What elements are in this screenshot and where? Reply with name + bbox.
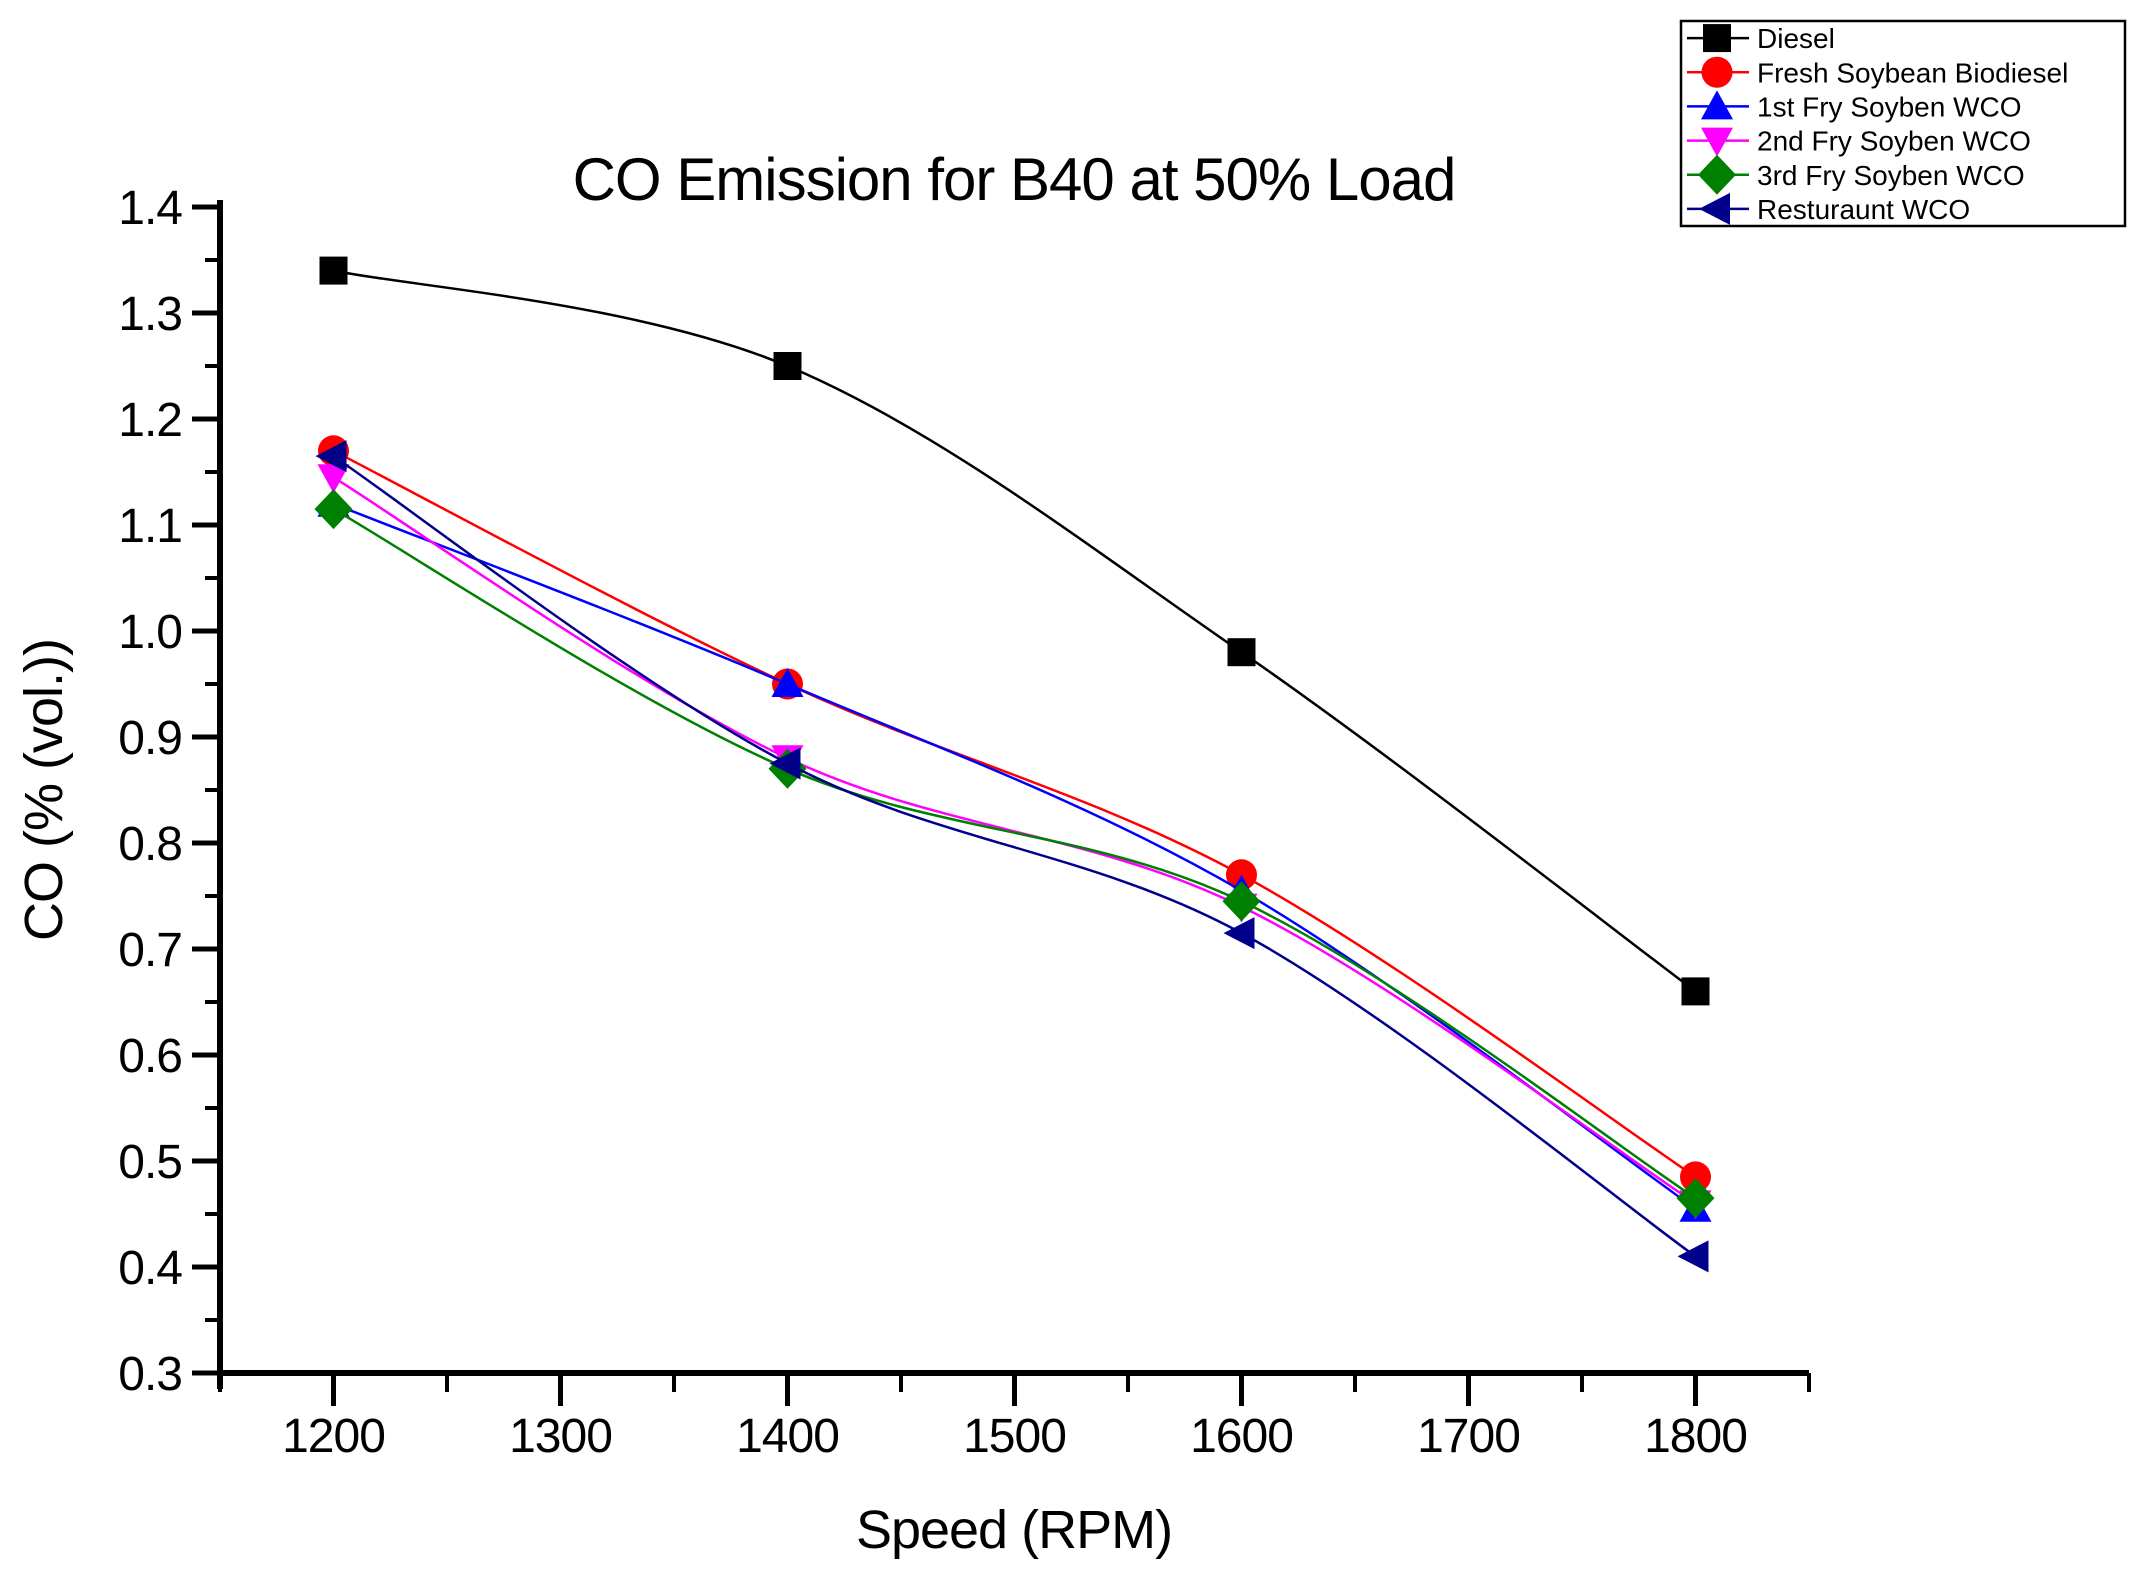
legend-item-2nd-fry-soyben-wco: 2nd Fry Soyben WCO [1687, 126, 2031, 157]
marker-3rd-fry-soyben-wco-1800 [1676, 1178, 1715, 1219]
marker-diesel-1200 [319, 256, 348, 285]
legend-item-3rd-fry-soyben-wco: 3rd Fry Soyben WCO [1687, 154, 2025, 195]
y-tick-label: 0.6 [118, 1030, 182, 1083]
series-line-resturaunt-wco [332, 455, 1697, 1258]
marker-resturaunt-wco-1200 [315, 440, 347, 473]
legend-item-fresh-soybean-biodiesel: Fresh Soybean Biodiesel [1687, 56, 2068, 88]
legend-marker-triangle-down [1701, 127, 1733, 157]
marker-resturaunt-wco-1800 [1677, 1240, 1709, 1273]
x-tick-label: 1500 [963, 1410, 1066, 1463]
y-tick-label: 0.5 [118, 1136, 182, 1189]
legend-marker-square [1703, 24, 1731, 53]
marker-diesel-1400 [773, 352, 802, 380]
y-tick-label: 1.2 [118, 394, 182, 447]
legend-label: 1st Fry Soyben WCO [1757, 91, 2022, 122]
marker-diesel-1800 [1681, 977, 1710, 1006]
marker-fresh-soybean-biodiesel-1800 [1680, 1161, 1711, 1193]
series-line-diesel [333, 269, 1697, 993]
series-line-2nd-fry-soyben-wco [332, 476, 1697, 1205]
series-line-1st-fry-soyben-wco [333, 502, 1697, 1210]
x-axis-title: Speed (RPM) [856, 1500, 1172, 1560]
y-tick-label: 1.4 [118, 182, 182, 235]
y-axis-title: CO (% (vol.)) [14, 639, 74, 941]
legend-marker-diamond [1698, 154, 1736, 195]
y-tick-label: 0.8 [118, 818, 182, 871]
series-line-fresh-soybean-biodiesel [332, 449, 1697, 1178]
y-tick-label: 1.3 [118, 288, 182, 341]
legend-marker-triangle-up [1701, 90, 1733, 120]
legend-label: Fresh Soybean Biodiesel [1757, 57, 2068, 88]
x-tick-label: 1700 [1417, 1410, 1520, 1463]
y-tick-label: 0.4 [118, 1242, 182, 1295]
y-tick-label: 0.3 [118, 1348, 182, 1401]
legend-marker-circle [1701, 56, 1733, 88]
legend-box [1679, 19, 2127, 228]
y-tick-label: 0.7 [118, 924, 182, 977]
legend-item-resturaunt-wco: Resturaunt WCO [1687, 192, 1970, 225]
x-tick-label: 1400 [736, 1410, 839, 1463]
marker-resturaunt-wco-1600 [1223, 917, 1255, 950]
legend-label: 2nd Fry Soyben WCO [1757, 126, 2031, 157]
legend-label: Diesel [1757, 23, 1835, 54]
x-tick-label: 1800 [1644, 1410, 1747, 1463]
series-line-3rd-fry-soyben-wco [332, 508, 1697, 1200]
marker-resturaunt-wco-1400 [769, 747, 801, 780]
legend-item-1st-fry-soyben-wco: 1st Fry Soyben WCO [1687, 90, 2022, 122]
marker-1st-fry-soyben-wco-1400 [771, 668, 804, 697]
y-tick-label: 1.1 [118, 500, 182, 553]
legend-label: 3rd Fry Soyben WCO [1757, 160, 2025, 191]
y-tick-label: 1.0 [118, 606, 182, 659]
legend-marker-triangle-left [1699, 192, 1730, 225]
marker-2nd-fry-soyben-wco-1200 [317, 464, 350, 494]
x-tick-label: 1200 [282, 1410, 385, 1463]
chart-title: CO Emission for B40 at 50% Load [573, 146, 1456, 213]
marker-3rd-fry-soyben-wco-1600 [1222, 881, 1261, 922]
x-tick-label: 1600 [1190, 1410, 1293, 1463]
legend-label: Resturaunt WCO [1757, 194, 1970, 225]
marker-3rd-fry-soyben-wco-1200 [314, 489, 353, 530]
y-tick-label: 0.9 [118, 712, 182, 765]
marker-diesel-1600 [1227, 638, 1256, 667]
legend-item-diesel: Diesel [1687, 23, 1835, 54]
x-tick-label: 1300 [509, 1410, 612, 1463]
